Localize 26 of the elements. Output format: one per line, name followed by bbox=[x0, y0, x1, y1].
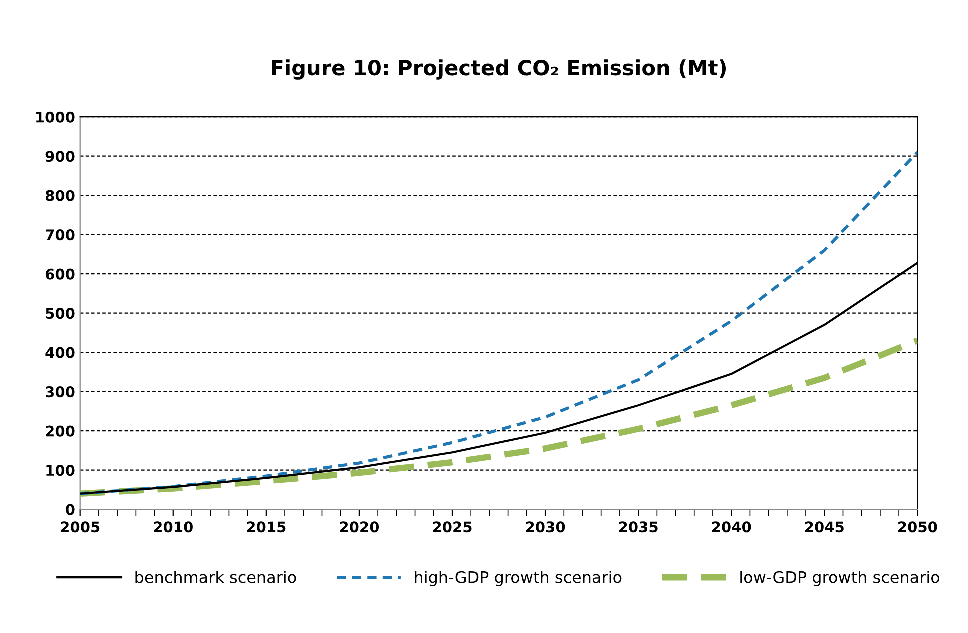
x-tick-label: 2050 bbox=[898, 522, 938, 533]
legend-label: high-GDP growth scenario bbox=[415, 571, 622, 586]
y-tick-label: 200 bbox=[46, 426, 75, 437]
y-tick-label: 600 bbox=[46, 268, 75, 280]
legend-label: low-GDP growth scenario bbox=[740, 571, 940, 586]
x-tick-label: 2045 bbox=[805, 522, 844, 533]
x-tick-label: 2005 bbox=[61, 522, 100, 533]
y-tick-label: 100 bbox=[46, 465, 75, 476]
y-tick-label: 0 bbox=[66, 504, 75, 516]
line-series bbox=[80, 150, 918, 496]
y-tick-label: 1000 bbox=[36, 112, 75, 123]
y-tick-label: 400 bbox=[46, 347, 75, 358]
y-tick-label: 900 bbox=[46, 151, 75, 162]
y-tick-label: 300 bbox=[46, 386, 75, 398]
x-tick-label: 2020 bbox=[340, 522, 380, 533]
y-tick-label: 700 bbox=[46, 230, 75, 241]
x-tick-label: 2015 bbox=[247, 522, 286, 533]
y-tick-label: 500 bbox=[46, 308, 75, 320]
x-tick-label: 2025 bbox=[433, 522, 472, 533]
legend-label: benchmark scenario bbox=[136, 571, 296, 584]
y-tick-label: 800 bbox=[46, 190, 75, 202]
x-tick-label: 2010 bbox=[154, 522, 193, 533]
x-tick-label: 2030 bbox=[526, 522, 566, 533]
x-tick-label: 2040 bbox=[712, 522, 752, 533]
chart-title: Figure 10: Projected CO₂ Emission (Mt) bbox=[272, 60, 726, 80]
x-tick-label: 2035 bbox=[619, 522, 658, 533]
